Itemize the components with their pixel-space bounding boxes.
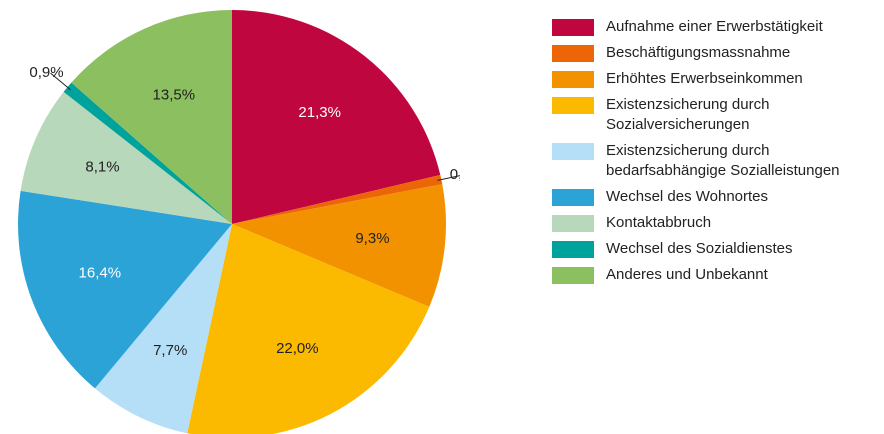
leader-line xyxy=(437,175,460,181)
legend-label: Existenzsicherung durch Sozialversicheru… xyxy=(606,96,770,133)
legend-swatch xyxy=(552,215,594,232)
pie-slice xyxy=(71,10,232,224)
pie-slice xyxy=(232,10,441,224)
legend: Aufnahme einer Erwerbstätigkeit Beschäfti… xyxy=(552,17,878,285)
pie-slice xyxy=(232,184,446,307)
pie-slice xyxy=(187,224,430,434)
chart: 21,3% 0,7% 9,3% 22,0% 7,7% 16,4% 8,1% 0,9% 13,5% xyxy=(18,10,460,434)
legend-item: Anderes und Unbekannt xyxy=(552,265,878,285)
data-label: 0,9% xyxy=(29,64,63,81)
data-label: 7,7% xyxy=(153,342,187,359)
data-label: 21,3% xyxy=(298,104,341,121)
pie-slice xyxy=(232,174,443,224)
legend-label: Wechsel des Wohnortes xyxy=(606,188,769,205)
legend-item: Wechsel des Wohnortes xyxy=(552,187,878,207)
legend-swatch xyxy=(552,19,594,36)
pie-slice xyxy=(94,224,232,434)
data-label: 13,5% xyxy=(153,86,196,103)
legend-label: Beschäftigungsmassnahme xyxy=(606,44,791,61)
legend-item: Aufnahme einer Erwerbstätigkeit xyxy=(552,17,878,37)
data-label: 9,3% xyxy=(355,230,389,247)
legend-item: Wechsel des Sozialdienstes xyxy=(552,239,878,259)
legend-swatch xyxy=(552,189,594,206)
legend-label: Kontaktabbruch xyxy=(606,214,712,231)
legend-item: Erhöhtes Erwerbseinkommen xyxy=(552,69,878,89)
legend-label: Existenzsicherung durch bedarfsabhängige… xyxy=(606,142,840,179)
legend-swatch xyxy=(552,143,594,160)
data-label: 16,4% xyxy=(79,265,122,282)
data-label: 8,1% xyxy=(85,159,119,176)
data-label: 22,0% xyxy=(276,340,319,357)
legend-swatch xyxy=(552,45,594,62)
legend-item: Kontaktabbruch xyxy=(552,213,878,233)
legend-label: Anderes und Unbekannt xyxy=(606,266,768,283)
legend-item: Existenzsicherung durch bedarfsabhängige… xyxy=(552,141,878,181)
data-label: 0,7% xyxy=(450,166,460,183)
legend-label: Erhöhtes Erwerbseinkommen xyxy=(606,70,803,87)
legend-item: Existenzsicherung durch Sozialversicheru… xyxy=(552,95,878,135)
legend-swatch xyxy=(552,267,594,284)
legend-swatch xyxy=(552,241,594,258)
legend-label: Aufnahme einer Erwerbstätigkeit xyxy=(606,18,823,35)
legend-label: Wechsel des Sozialdienstes xyxy=(606,240,793,257)
leader-line xyxy=(50,72,71,91)
pie-slice xyxy=(20,91,233,224)
pie-slice xyxy=(63,82,232,225)
legend-item: Beschäftigungsmassnahme xyxy=(552,43,878,63)
legend-swatch xyxy=(552,97,594,114)
pie-slice xyxy=(18,190,233,389)
legend-swatch xyxy=(552,71,594,88)
